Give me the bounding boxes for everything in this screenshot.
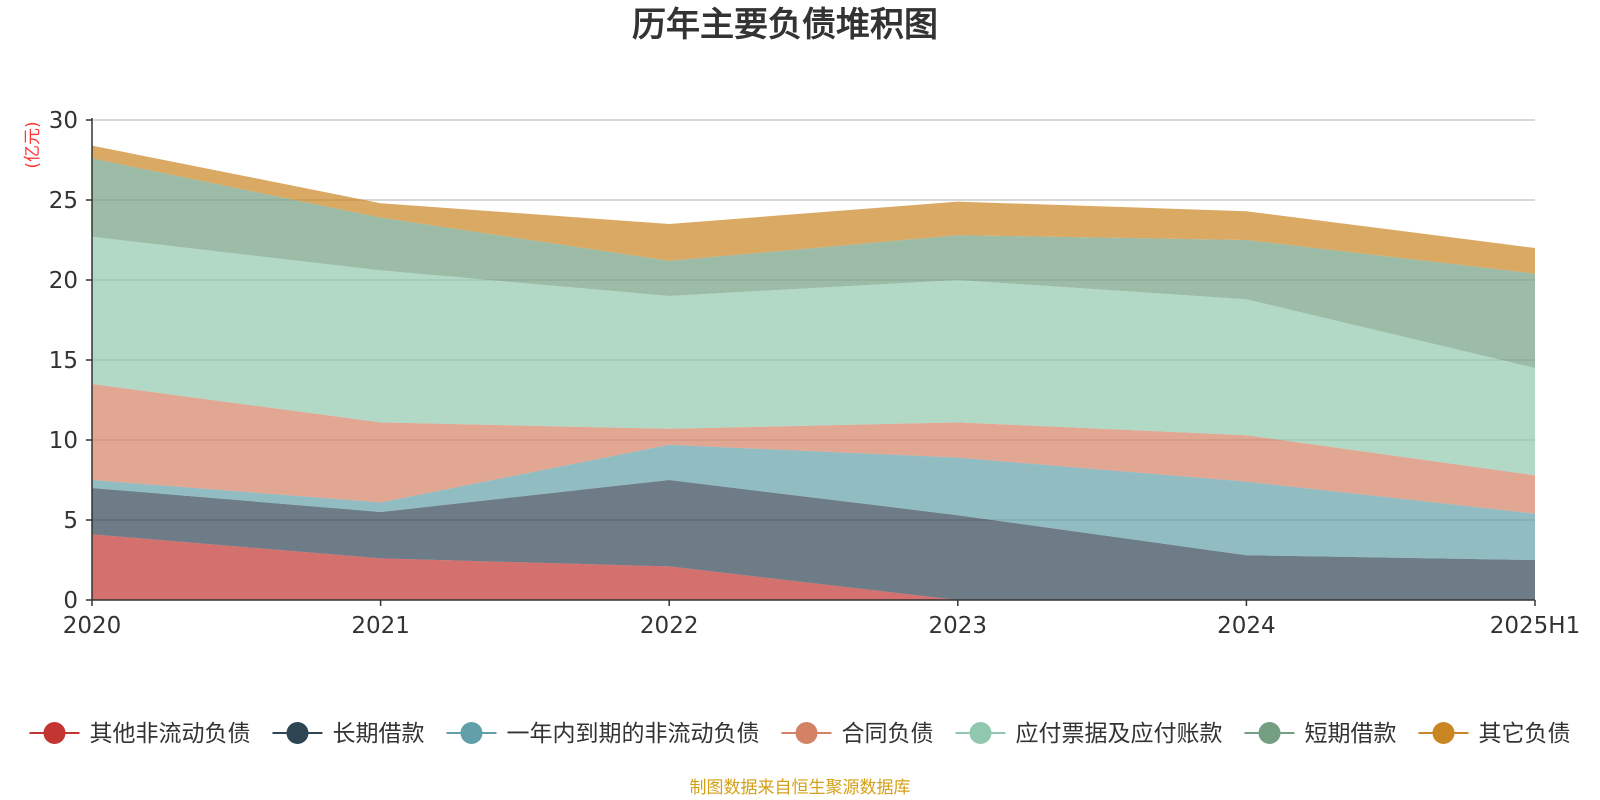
x-tick-label-2: 2022 xyxy=(640,613,699,639)
legend-marker-5 xyxy=(969,722,992,744)
x-tick-label-5: 2025H1 xyxy=(1490,613,1580,639)
axes: 0 5 10 15 20 25 30 2020 2021 2022 2023 2024 2025H1 xyxy=(49,108,1581,639)
source-note: 制图数据来自恒生聚源数据库 xyxy=(690,778,911,798)
y-tick-label-25: 25 xyxy=(49,188,78,214)
y-axis-unit-label: (亿元) xyxy=(23,121,43,168)
area-series-3[interactable] xyxy=(92,444,1535,560)
legend-label-2: 长期借款 xyxy=(333,721,425,747)
legend-label-5: 应付票据及应付账款 xyxy=(1016,721,1223,747)
x-tick-label-3: 2023 xyxy=(929,613,988,639)
area-series-5[interactable] xyxy=(92,236,1535,476)
legend-label-6: 短期借款 xyxy=(1305,721,1397,747)
legend-label-4: 合同负债 xyxy=(842,721,934,747)
legend-marker-6 xyxy=(1258,722,1281,744)
legend[interactable]: 其他非流动负债 长期借款 一年内到期的非流动负债 合同负债 应付票据及应付账款 短期借款 其… xyxy=(29,721,1571,747)
x-tick-label-4: 2024 xyxy=(1217,613,1276,639)
area-series xyxy=(92,145,1535,600)
y-tick-label-15: 15 xyxy=(49,348,78,374)
area-series-4[interactable] xyxy=(92,384,1535,514)
legend-item-3[interactable]: 一年内到期的非流动负债 xyxy=(446,721,760,747)
x-tick-label-1: 2021 xyxy=(351,613,410,639)
legend-item-6[interactable]: 短期借款 xyxy=(1244,721,1397,747)
legend-label-3: 一年内到期的非流动负债 xyxy=(507,721,760,747)
legend-marker-2 xyxy=(286,722,309,744)
legend-item-5[interactable]: 应付票据及应付账款 xyxy=(955,721,1223,747)
legend-marker-1 xyxy=(43,722,66,744)
legend-marker-4 xyxy=(795,722,818,744)
legend-item-1[interactable]: 其他非流动负债 xyxy=(29,721,251,747)
area-series-6[interactable] xyxy=(92,158,1535,368)
legend-item-4[interactable]: 合同负债 xyxy=(781,721,934,747)
area-series-7[interactable] xyxy=(92,145,1535,274)
legend-item-7[interactable]: 其它负债 xyxy=(1418,721,1571,747)
y-tick-label-10: 10 xyxy=(49,428,78,454)
y-tick-label-5: 5 xyxy=(63,508,78,534)
chart-title: 历年主要负债堆积图 xyxy=(632,5,938,45)
legend-label-7: 其它负债 xyxy=(1479,721,1571,747)
legend-item-2[interactable]: 长期借款 xyxy=(272,721,425,747)
y-tick-label-0: 0 xyxy=(63,588,78,614)
legend-label-1: 其他非流动负债 xyxy=(90,721,251,747)
legend-marker-7 xyxy=(1432,722,1455,744)
x-tick-label-0: 2020 xyxy=(63,613,122,639)
y-tick-label-30: 30 xyxy=(49,108,78,134)
area-series-2[interactable] xyxy=(92,480,1535,600)
legend-marker-3 xyxy=(460,722,483,744)
area-series-1[interactable] xyxy=(92,534,1535,600)
y-tick-label-20: 20 xyxy=(49,268,78,294)
